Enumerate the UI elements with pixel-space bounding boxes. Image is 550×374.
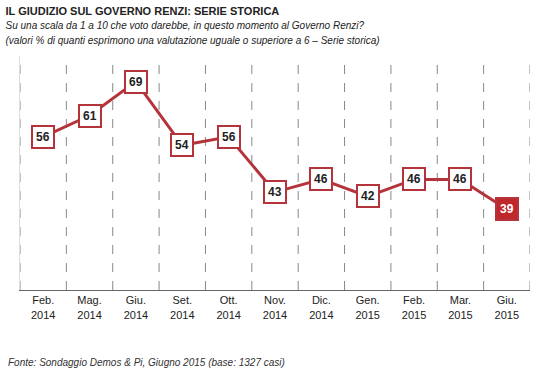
svg-text:Set.2014: Set.2014 [170,294,194,320]
svg-text:Gen.2015: Gen.2015 [355,294,379,320]
svg-text:43: 43 [268,185,282,199]
svg-text:Giu.2014: Giu.2014 [124,294,148,320]
svg-text:Mag.2014: Mag.2014 [77,294,101,320]
svg-text:Fonte: Sondaggio Demos & Pi, G: Fonte: Sondaggio Demos & Pi, Giugno 2015… [8,357,285,368]
svg-text:Giu.2015: Giu.2015 [495,294,519,320]
svg-text:61: 61 [83,109,97,123]
svg-text:54: 54 [175,138,189,152]
svg-text:Feb.2015: Feb.2015 [402,294,426,320]
svg-text:Nov.2014: Nov.2014 [263,294,287,320]
svg-text:56: 56 [222,130,236,144]
svg-text:56: 56 [36,130,50,144]
svg-text:39: 39 [500,202,514,216]
svg-text:46: 46 [453,172,467,186]
svg-text:Ott.2014: Ott.2014 [216,294,240,320]
svg-text:69: 69 [129,75,143,89]
svg-text:IL GIUDIZIO SUL GOVERNO RENZI:: IL GIUDIZIO SUL GOVERNO RENZI: SERIE STO… [6,5,380,46]
svg-text:Feb.2014: Feb.2014 [31,294,55,320]
svg-text:46: 46 [407,172,421,186]
svg-text:46: 46 [314,172,328,186]
svg-text:Dic.2014: Dic.2014 [309,294,333,320]
svg-text:Mar.2015: Mar.2015 [448,294,472,320]
svg-text:42: 42 [361,189,375,203]
